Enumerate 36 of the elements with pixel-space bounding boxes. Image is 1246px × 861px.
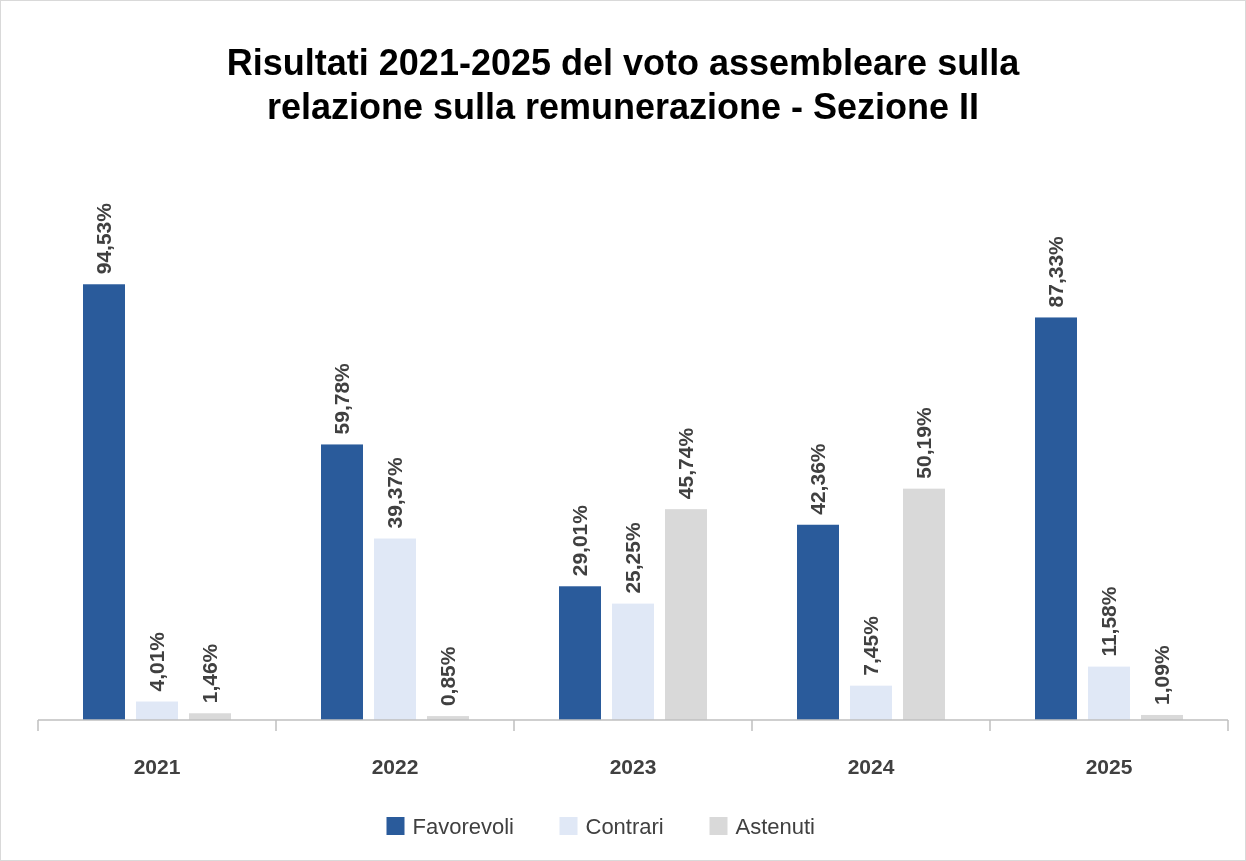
- x-tick-label: 2021: [133, 755, 181, 778]
- data-label: 50,19%: [912, 407, 935, 479]
- data-label: 11,58%: [1097, 586, 1120, 657]
- data-label: 59,78%: [330, 362, 353, 435]
- data-label: 42,36%: [806, 443, 829, 515]
- x-tick-label: 2024: [847, 755, 895, 778]
- bar: [559, 586, 601, 720]
- x-tick-label: 2023: [609, 755, 657, 778]
- bar: [612, 603, 654, 720]
- data-label: 1,09%: [1150, 645, 1173, 705]
- data-label: 39,37%: [383, 456, 406, 529]
- x-tick-label: 2025: [1085, 755, 1133, 778]
- bar: [321, 444, 363, 720]
- data-label: 87,33%: [1044, 235, 1067, 308]
- bar: [665, 509, 707, 720]
- chart-title: Risultati 2021-2025 del voto assembleare sulla relazione sulla remunerazione - Sezione II: [226, 42, 1021, 127]
- bar: [797, 524, 839, 720]
- data-label: 0,85%: [436, 646, 459, 707]
- data-label: 94,53%: [92, 202, 115, 275]
- bar: [903, 488, 945, 720]
- legend-label: Astenuti: [735, 814, 815, 839]
- legend-label: Contrari: [585, 814, 664, 839]
- bar: [374, 538, 416, 720]
- data-label: 45,74%: [674, 427, 697, 500]
- bar: [136, 701, 178, 720]
- data-label: 4,01%: [145, 631, 168, 692]
- bar: [1088, 666, 1130, 720]
- data-label: 1,46%: [198, 643, 221, 704]
- data-label: 7,45%: [859, 615, 882, 676]
- bar: [850, 685, 892, 720]
- data-label: 29,01%: [568, 504, 591, 577]
- x-tick-label: 2022: [371, 755, 419, 778]
- legend-label: Favorevoli: [412, 814, 514, 839]
- bar: [83, 284, 125, 720]
- bar: [1035, 317, 1077, 720]
- data-label: 25,25%: [621, 522, 644, 594]
